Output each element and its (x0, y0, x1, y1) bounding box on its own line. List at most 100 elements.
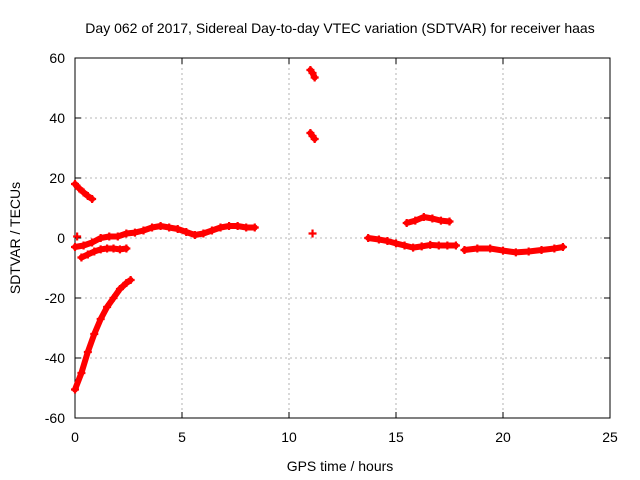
data-point (310, 73, 319, 82)
data-point (96, 315, 105, 323)
data-point (79, 241, 88, 250)
series-arc-rising-steep (71, 276, 135, 394)
data-point (428, 214, 437, 223)
data-point (426, 240, 435, 249)
data-point (165, 223, 174, 232)
data-point (383, 237, 392, 245)
series-point-start (73, 232, 82, 241)
y-tick-label: 60 (49, 50, 65, 66)
data-point (83, 250, 92, 259)
x-tick-label: 15 (388, 429, 404, 445)
data-point (122, 229, 131, 238)
data-point (77, 369, 86, 377)
y-tick-label: -60 (45, 410, 65, 426)
data-point (310, 135, 319, 143)
y-tick-label: 40 (49, 110, 65, 126)
x-tick-label: 0 (71, 429, 79, 445)
data-point (250, 223, 259, 232)
data-point (122, 279, 131, 287)
data-point (90, 330, 99, 338)
series-trace (72, 277, 134, 393)
data-point (71, 385, 79, 394)
grid (75, 58, 610, 418)
data-point (77, 253, 86, 262)
data-point (71, 243, 79, 251)
data-point (460, 246, 469, 254)
data-point (83, 192, 92, 200)
data-point (550, 244, 559, 253)
data-point (207, 226, 216, 235)
data-point (73, 232, 82, 241)
data-point (486, 244, 495, 253)
series-trace (72, 223, 258, 250)
data-point (434, 241, 443, 250)
data-point (308, 229, 317, 238)
y-tick-label: 20 (49, 170, 65, 186)
data-point (411, 216, 420, 225)
data-point (216, 223, 225, 232)
data-point (103, 303, 112, 311)
series-arc-afternoon (364, 234, 460, 252)
data-point (88, 195, 97, 203)
data-point (225, 222, 234, 230)
data-point (400, 241, 409, 250)
data-point (139, 226, 148, 235)
data-point (79, 188, 88, 197)
data-point (190, 231, 199, 239)
data-point (113, 232, 122, 241)
x-axis-label: GPS time / hours (287, 458, 394, 474)
data-point (90, 247, 99, 256)
x-tick-label: 25 (602, 429, 618, 445)
y-tick-label: -40 (45, 350, 65, 366)
data-layer (71, 66, 567, 394)
data-point (105, 232, 114, 241)
x-tick-label: 5 (178, 429, 186, 445)
data-point (537, 246, 546, 254)
data-point (199, 229, 208, 238)
x-tick-label: 20 (495, 429, 511, 445)
series-arc-descending-start (71, 180, 97, 203)
data-point (511, 248, 520, 257)
data-point (83, 348, 92, 356)
data-point (451, 241, 460, 250)
data-point (71, 180, 79, 188)
data-point (156, 222, 165, 230)
data-point (130, 228, 139, 237)
y-tick-label: -20 (45, 290, 65, 306)
series-arc-main-morning (71, 222, 259, 251)
data-point (364, 234, 373, 242)
y-tick-label: 0 (57, 230, 65, 246)
data-point (419, 213, 428, 221)
data-point (233, 222, 242, 230)
data-point (524, 247, 533, 256)
data-point (182, 228, 191, 236)
series-arc-afternoon-upper (402, 213, 454, 227)
data-point (409, 243, 418, 252)
data-point (122, 244, 131, 253)
x-tick-label: 10 (281, 429, 297, 445)
series-arc-noon-high (306, 66, 319, 82)
data-point (148, 223, 157, 232)
data-point (443, 241, 452, 250)
series-arc-evening (460, 243, 567, 257)
data-point (88, 238, 97, 247)
data-point (109, 294, 118, 302)
data-point (96, 234, 105, 242)
data-point (242, 223, 251, 232)
data-point (417, 242, 426, 251)
y-axis-label: SDTVAR / TECUs (7, 182, 23, 294)
data-point (436, 216, 445, 225)
data-point (473, 244, 482, 253)
data-point (75, 184, 84, 193)
chart-title: Day 062 of 2017, Sidereal Day-to-day VTE… (85, 20, 594, 36)
data-point (126, 276, 135, 284)
data-point (558, 243, 567, 251)
data-point (392, 239, 400, 248)
data-point (445, 217, 454, 226)
data-point (308, 69, 317, 77)
series-arc-noon-mid (306, 129, 319, 143)
data-point (173, 225, 182, 233)
axis-ticks: 0 5 10 15 20 25 -60 -40 -20 0 20 40 60 (45, 50, 618, 445)
data-point (402, 219, 411, 227)
